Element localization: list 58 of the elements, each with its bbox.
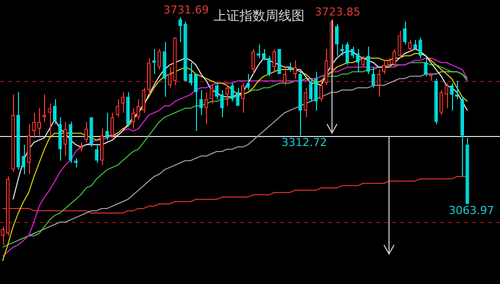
candlestick — [199, 89, 203, 116]
candlestick — [246, 74, 250, 90]
candlestick — [376, 68, 380, 98]
candlestick — [256, 44, 260, 59]
candlestick — [455, 80, 459, 100]
candlestick — [402, 21, 407, 45]
candlestick — [220, 89, 224, 118]
candlestick — [84, 121, 88, 143]
candlestick — [168, 66, 172, 88]
candlestick — [444, 82, 448, 109]
candlestick — [42, 94, 46, 122]
candlestick — [304, 87, 308, 118]
candlestick — [314, 71, 318, 111]
candlestick — [424, 58, 428, 77]
candlestick — [210, 84, 214, 104]
annotation: 3312.72 — [282, 136, 328, 149]
candlestick — [32, 112, 36, 138]
candlestick — [241, 82, 245, 114]
candlestick — [288, 62, 292, 72]
candlestick — [308, 78, 313, 102]
annotation: 3731.69 — [163, 3, 209, 16]
candlestick — [194, 74, 198, 132]
candlestick — [319, 80, 323, 102]
candlestick — [105, 112, 109, 141]
candlestick — [53, 98, 57, 125]
candlestick — [350, 46, 354, 59]
candlestick — [74, 158, 78, 168]
candlestick — [293, 60, 297, 80]
candlestick — [48, 103, 52, 136]
annotation: 3723.85 — [314, 6, 360, 19]
candlestick — [116, 98, 120, 118]
candlestick — [22, 144, 26, 175]
candlestick — [157, 48, 162, 70]
candlestick — [110, 112, 114, 138]
annotation: 3063.97 — [448, 204, 494, 218]
candlestick — [230, 82, 234, 102]
candlestick — [387, 58, 391, 68]
candlestick — [214, 82, 219, 100]
candlestick — [392, 48, 396, 68]
candlestick — [142, 87, 146, 114]
candlestick — [236, 87, 240, 106]
candlestick — [225, 84, 229, 106]
candlestick — [94, 144, 98, 164]
candlestick — [361, 55, 365, 68]
candlestick — [63, 121, 68, 157]
candlestick — [408, 39, 412, 52]
candlestick — [345, 42, 350, 66]
candlestick — [136, 98, 140, 120]
candlestick — [251, 48, 256, 75]
candlestick — [439, 89, 444, 116]
candlestick — [335, 23, 339, 56]
chart-title: 上证指数周线图 — [214, 9, 304, 24]
candlestick — [272, 48, 276, 72]
candlestick — [418, 37, 422, 59]
candlestick — [372, 66, 376, 88]
candlestick — [267, 55, 271, 77]
candlestick — [58, 116, 62, 162]
candlestick — [398, 30, 402, 59]
